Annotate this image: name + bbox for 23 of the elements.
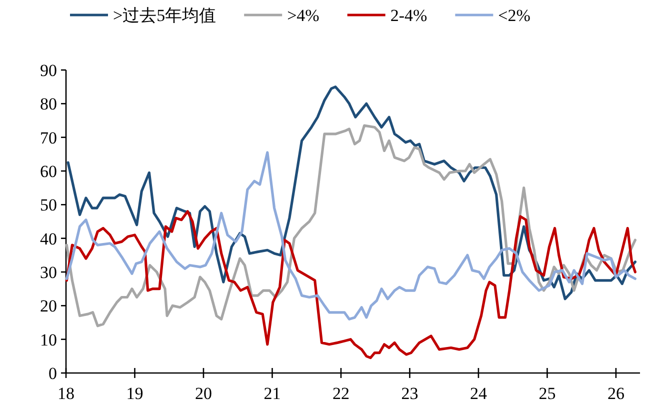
legend-label: <2% [498, 6, 530, 25]
x-tick-label: 23 [401, 384, 418, 403]
legend-label: 2-4% [390, 6, 428, 25]
y-tick-label: 20 [40, 296, 57, 316]
legend-label: >过去5年均值 [113, 6, 216, 25]
x-tick-label: 19 [126, 384, 144, 403]
x-tick-label: 22 [332, 384, 350, 403]
x-tick-label: 21 [264, 384, 281, 403]
x-tick-label: 25 [538, 384, 556, 403]
y-tick-label: 40 [40, 229, 57, 248]
x-tick-label: 24 [470, 384, 488, 403]
x-tick-label: 26 [607, 384, 624, 403]
y-tick-label: 30 [40, 263, 57, 282]
y-tick-label: 50 [40, 196, 57, 215]
y-tick-label: 10 [40, 330, 57, 350]
y-tick-label: 90 [40, 61, 57, 80]
x-tick-label: 20 [194, 384, 212, 403]
y-tick-label: 60 [40, 162, 57, 181]
y-tick-label: 70 [40, 128, 57, 148]
x-tick-label: 18 [58, 384, 74, 403]
legend-label: >4% [287, 6, 320, 25]
y-tick-label: 0 [48, 364, 57, 383]
y-tick-label: 80 [40, 94, 57, 114]
